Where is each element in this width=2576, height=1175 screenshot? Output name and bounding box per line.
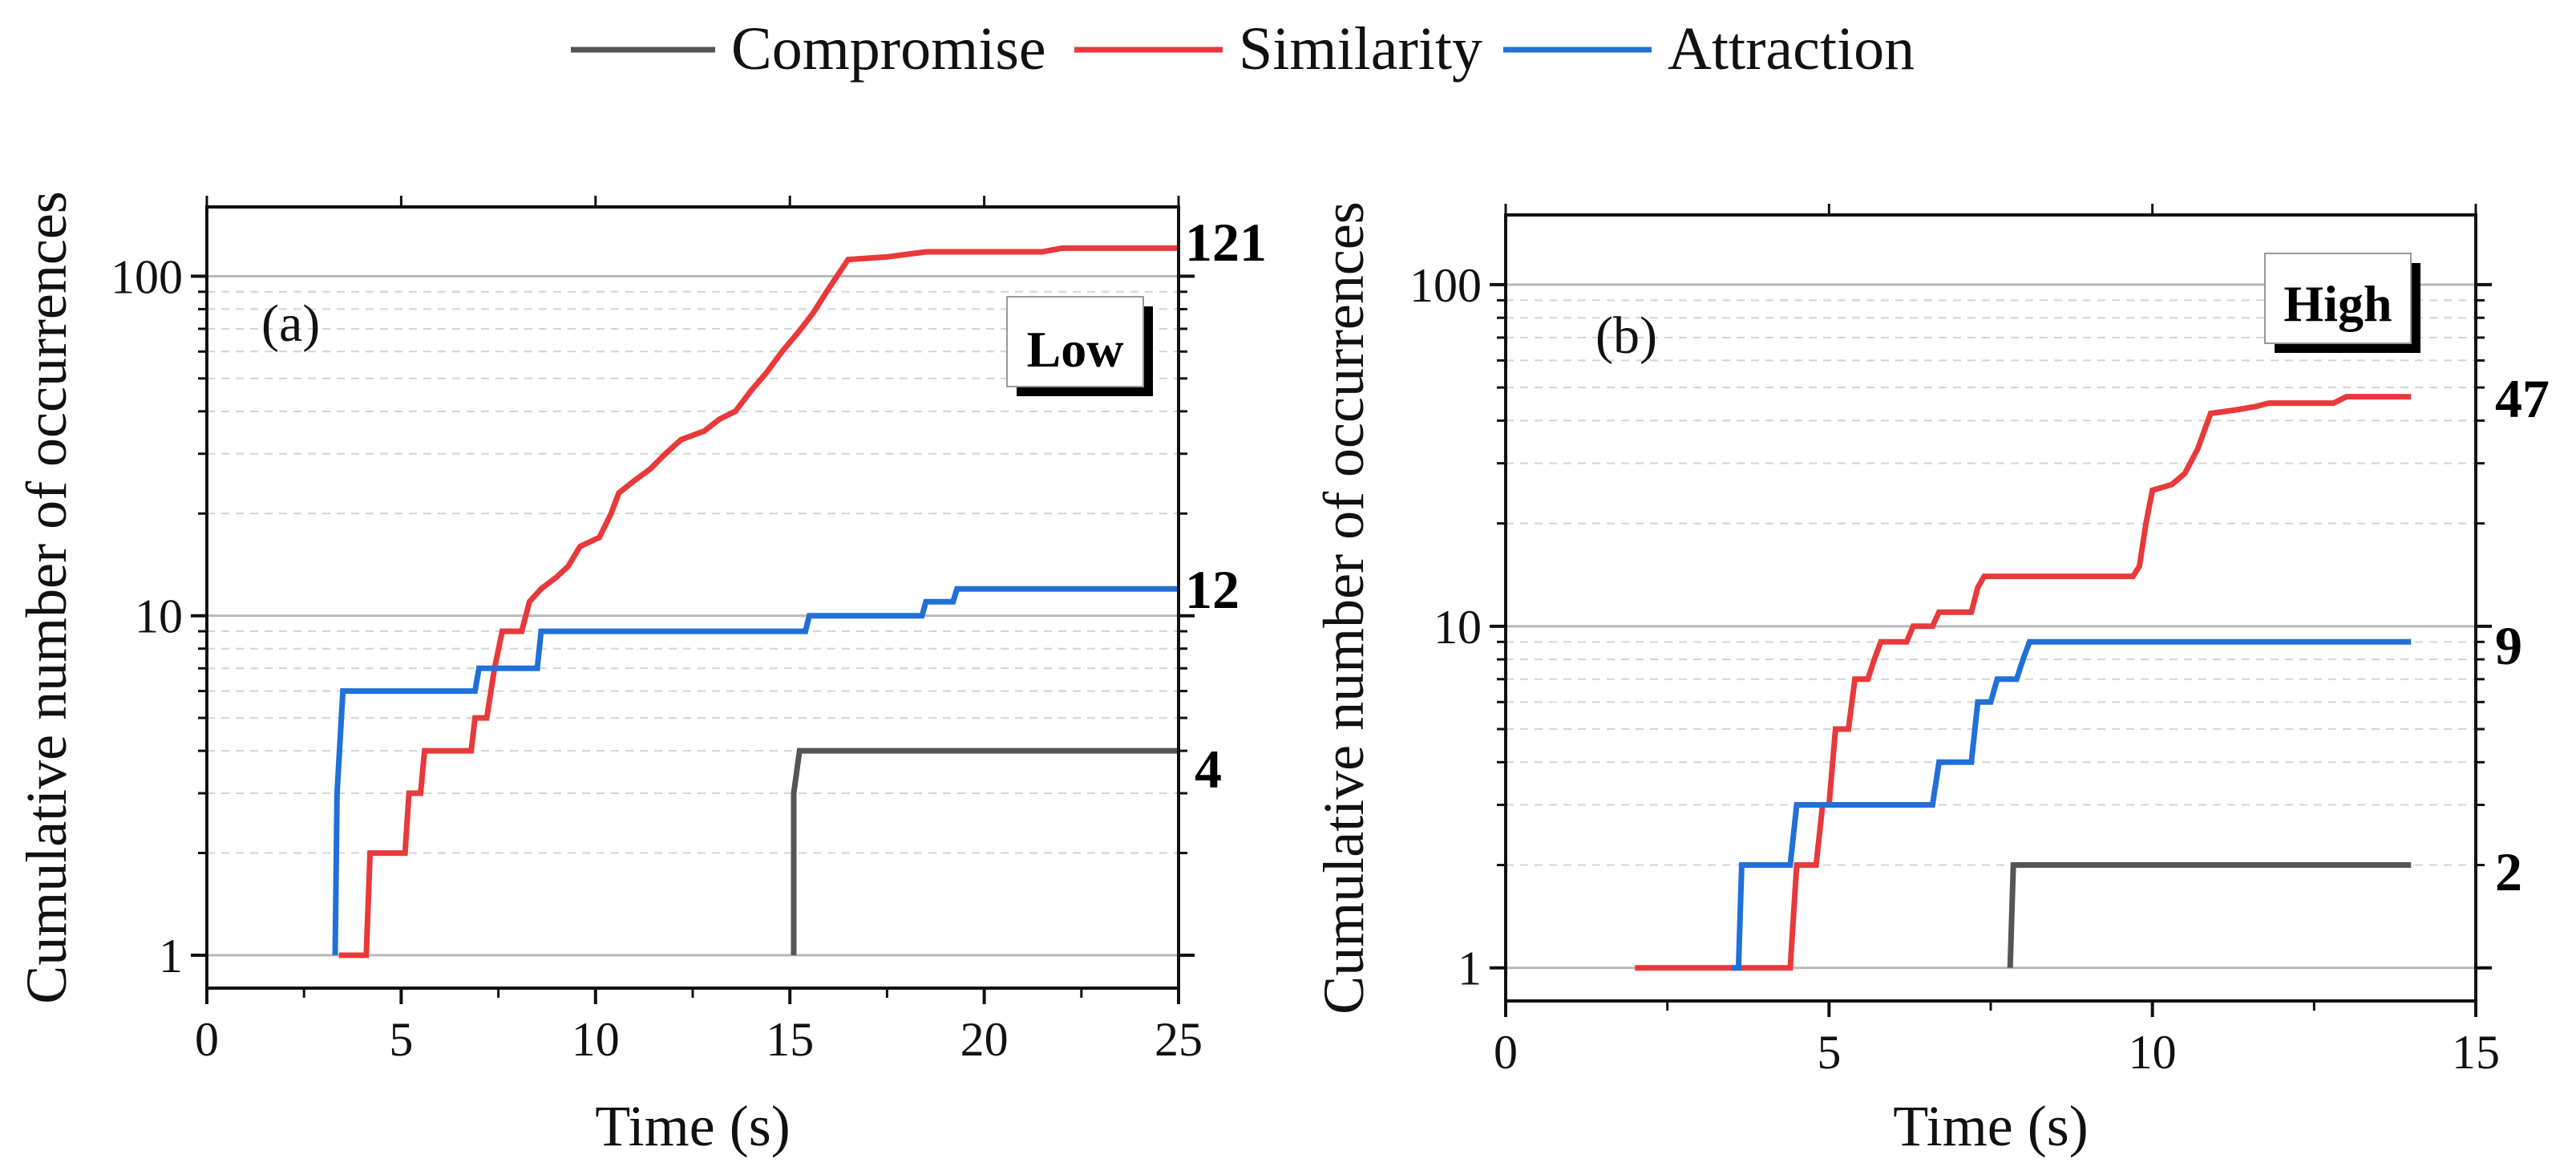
series-group-b bbox=[1635, 394, 2412, 971]
chart-panel-a: 0 5 10 15 20 25 1 10 100 (a) Low 121 12 4 Time (… bbox=[14, 191, 1267, 1158]
x-tick-label-b: 0 bbox=[1494, 1026, 1518, 1079]
end-label-a-similarity: 121 bbox=[1185, 212, 1267, 273]
x-axis-label-a: Time (s) bbox=[595, 1094, 790, 1158]
x-tick-label-a: 15 bbox=[766, 1013, 814, 1066]
badge-low: Low bbox=[1006, 296, 1153, 396]
badge-high: High bbox=[2264, 253, 2420, 353]
legend-label-similarity: Similarity bbox=[1239, 15, 1482, 83]
series-group-a bbox=[332, 245, 1179, 958]
end-label-b-attraction: 9 bbox=[2495, 615, 2522, 676]
y-tick-label-a: 100 bbox=[111, 250, 183, 303]
panel-label-a: (a) bbox=[261, 294, 320, 353]
y-tick-label-b: 10 bbox=[1434, 601, 1482, 654]
badge-text-low: Low bbox=[1027, 321, 1124, 378]
y-axis-label-b: Cumulative number of occurrences bbox=[1312, 201, 1376, 1015]
badge-text-high: High bbox=[2283, 275, 2392, 332]
series-line-b-compromise bbox=[2007, 862, 2412, 968]
x-tick-label-b: 15 bbox=[2452, 1026, 2500, 1079]
ticks-a: 0 5 10 15 20 25 1 10 100 bbox=[111, 196, 1203, 1066]
series-line-b-similarity bbox=[1635, 394, 2412, 971]
x-tick-label-a: 25 bbox=[1155, 1013, 1203, 1066]
x-axis-label-b: Time (s) bbox=[1893, 1094, 2088, 1158]
series-line-a-compromise bbox=[791, 748, 1179, 955]
x-tick-label-b: 5 bbox=[1817, 1026, 1841, 1079]
x-tick-label-a: 0 bbox=[195, 1013, 219, 1066]
ticks-b: 0 5 10 15 1 10 100 bbox=[1409, 204, 2500, 1079]
x-tick-label-b: 10 bbox=[2129, 1026, 2177, 1079]
y-axis-label-a: Cumulative number of occurrences bbox=[14, 191, 79, 1004]
badge-box-low bbox=[1006, 296, 1144, 387]
badge-box-high bbox=[2264, 253, 2412, 344]
end-label-a-compromise: 4 bbox=[1195, 739, 1222, 800]
end-label-a-attraction: 12 bbox=[1185, 559, 1239, 620]
end-label-b-similarity: 47 bbox=[2495, 368, 2550, 429]
legend-label-attraction: Attraction bbox=[1668, 15, 1915, 83]
x-tick-label-a: 20 bbox=[960, 1013, 1009, 1066]
y-tick-label-a: 10 bbox=[135, 590, 183, 643]
x-tick-label-a: 10 bbox=[572, 1013, 620, 1066]
y-tick-label-b: 1 bbox=[1458, 942, 1482, 995]
legend: Compromise Similarity Attraction bbox=[571, 15, 1915, 83]
panel-label-b: (b) bbox=[1595, 306, 1657, 365]
x-tick-label-a: 5 bbox=[389, 1013, 413, 1066]
series-line-a-attraction bbox=[332, 585, 1179, 956]
legend-label-compromise: Compromise bbox=[731, 15, 1046, 83]
series-line-b-attraction bbox=[1732, 638, 2412, 971]
y-tick-label-b: 100 bbox=[1409, 259, 1482, 312]
series-line-a-similarity bbox=[338, 245, 1179, 958]
chart-panel-b: 0 5 10 15 1 10 100 (b) High 47 9 2 Time (s) Cu… bbox=[1312, 201, 2550, 1158]
end-label-b-compromise: 2 bbox=[2495, 841, 2522, 902]
y-tick-label-a: 1 bbox=[159, 930, 183, 983]
